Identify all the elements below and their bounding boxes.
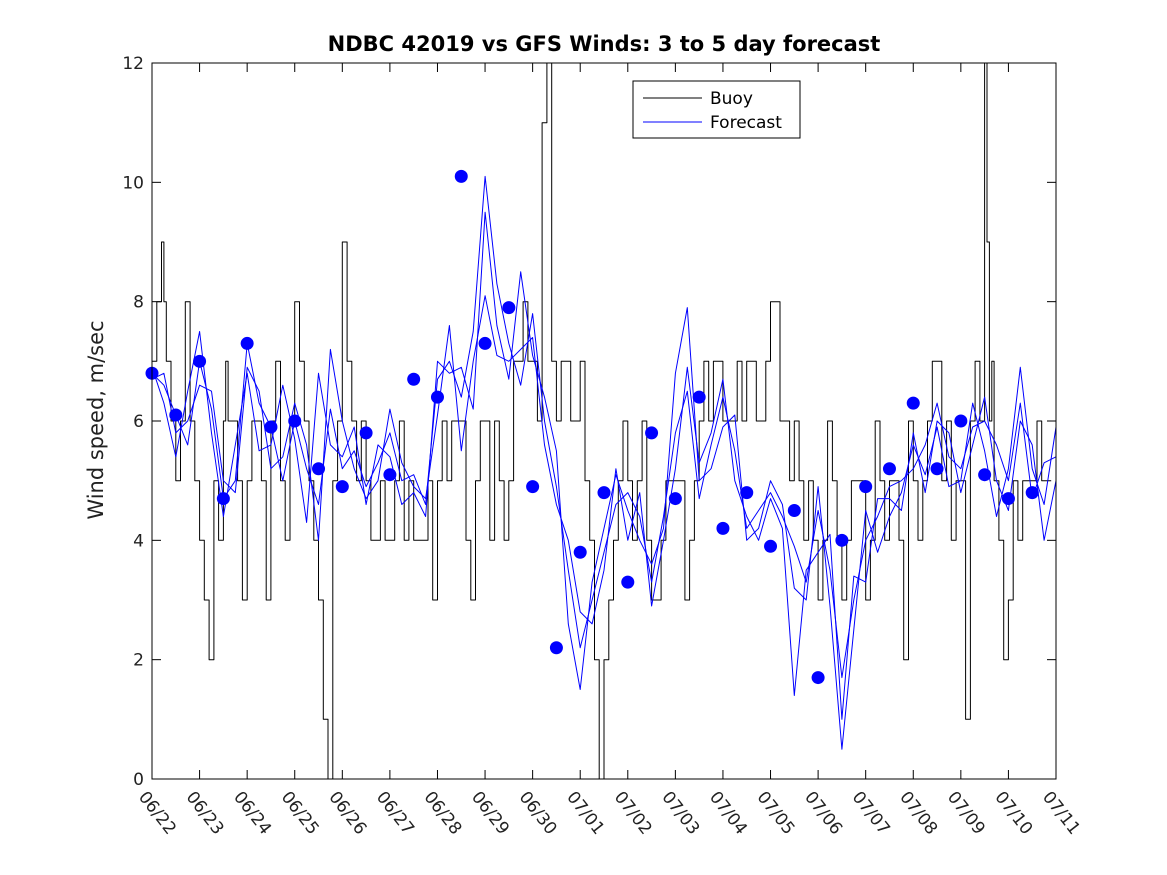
y-axis-label: Wind speed, m/sec bbox=[84, 320, 108, 519]
y-tick-label: 2 bbox=[133, 651, 144, 671]
forecast-marker bbox=[1001, 492, 1015, 506]
forecast-marker bbox=[906, 396, 920, 410]
forecast-marker bbox=[835, 533, 849, 547]
legend-box bbox=[632, 80, 801, 139]
forecast-marker bbox=[787, 504, 801, 517]
forecast-marker bbox=[312, 462, 326, 476]
forecast-marker bbox=[668, 492, 682, 506]
legend-buoy-label: Buoy bbox=[710, 89, 753, 109]
y-tick-label: 10 bbox=[122, 173, 144, 193]
forecast-marker bbox=[264, 420, 278, 434]
forecast-marker bbox=[1025, 486, 1039, 500]
forecast-marker bbox=[764, 539, 778, 553]
forecast-marker bbox=[193, 354, 207, 368]
forecast-marker bbox=[954, 414, 968, 428]
forecast-marker bbox=[526, 480, 540, 494]
forecast-marker bbox=[478, 336, 492, 350]
forecast-marker bbox=[740, 486, 754, 500]
forecast-series-line-2 bbox=[151, 211, 1057, 750]
forecast-marker bbox=[573, 545, 587, 559]
forecast-marker bbox=[240, 336, 254, 350]
y-tick-label: 6 bbox=[133, 412, 144, 432]
forecast-marker bbox=[645, 426, 659, 440]
buoy-series-line bbox=[152, 62, 1052, 780]
y-tick-label: 12 bbox=[122, 54, 144, 74]
y-tick-label: 8 bbox=[133, 293, 144, 313]
forecast-marker bbox=[621, 575, 635, 589]
forecast-marker bbox=[169, 408, 183, 422]
forecast-marker bbox=[383, 468, 397, 482]
forecast-marker bbox=[597, 486, 611, 500]
forecast-marker bbox=[359, 426, 373, 440]
forecast-series-line-3 bbox=[151, 295, 1057, 720]
forecast-marker bbox=[930, 462, 944, 476]
forecast-marker bbox=[882, 462, 896, 476]
legend: Buoy Forecast bbox=[632, 80, 801, 139]
forecast-marker bbox=[430, 390, 444, 404]
forecast-marker bbox=[549, 641, 563, 655]
forecast-marker bbox=[811, 671, 825, 685]
forecast-marker bbox=[335, 480, 349, 494]
forecast-marker bbox=[716, 521, 730, 535]
forecast-marker bbox=[288, 414, 302, 428]
forecast-marker bbox=[859, 480, 873, 494]
forecast-marker bbox=[502, 301, 516, 315]
axes-frame bbox=[151, 62, 1057, 780]
y-tick-label: 4 bbox=[133, 531, 144, 551]
forecast-marker bbox=[216, 492, 230, 506]
forecast-marker bbox=[978, 468, 992, 482]
plot-area bbox=[145, 62, 1057, 780]
legend-forecast-label: Forecast bbox=[710, 113, 782, 133]
forecast-marker bbox=[454, 169, 468, 183]
y-tick-label: 0 bbox=[133, 770, 144, 790]
forecast-marker bbox=[407, 372, 421, 386]
forecast-marker bbox=[692, 390, 706, 404]
chart-title: NDBC 42019 vs GFS Winds: 3 to 5 day fore… bbox=[328, 32, 881, 56]
